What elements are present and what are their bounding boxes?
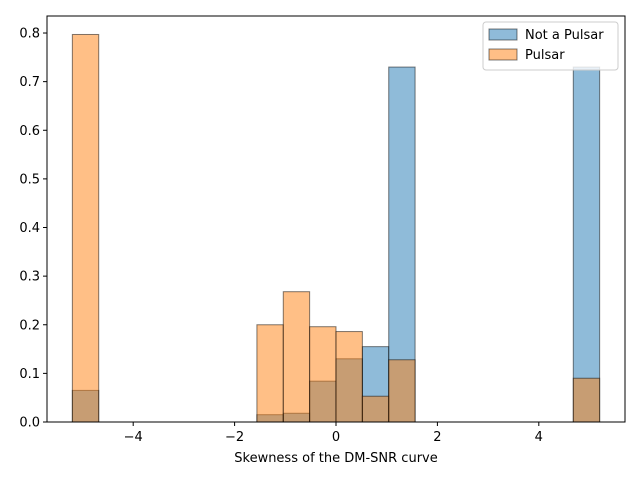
bar-pulsar-7	[572, 377, 601, 423]
bar-pulsar-6	[388, 359, 416, 423]
y-tick-label: 0.0	[19, 416, 40, 431]
x-tick-label: 4	[535, 430, 543, 445]
y-tick-label: 0.7	[19, 75, 40, 90]
bar-pulsar-1	[256, 324, 284, 423]
x-tick-label: 2	[433, 430, 441, 445]
x-tick-label: −4	[124, 430, 143, 445]
bars-layer	[71, 33, 601, 423]
bar-pulsar-0	[71, 33, 100, 423]
y-tick-label: 0.6	[19, 124, 40, 139]
x-tick-label: −2	[225, 430, 244, 445]
y-tick-label: 0.2	[19, 318, 40, 333]
x-axis-ticks: −4 −2 0 2 4	[124, 422, 543, 445]
legend-swatch	[488, 48, 518, 61]
bar-pulsar-4	[335, 331, 363, 423]
x-axis-label: Skewness of the DM-SNR curve	[234, 451, 437, 466]
y-tick-label: 0.4	[19, 221, 40, 236]
bar-not-a-pulsar-7	[572, 66, 601, 423]
y-tick-label: 0.1	[19, 367, 40, 382]
bar-pulsar-5	[361, 395, 390, 423]
y-tick-label: 0.8	[19, 27, 40, 42]
legend: Not a Pulsar Pulsar	[482, 21, 619, 71]
bar-pulsar-3	[309, 326, 337, 423]
y-tick-label: 0.3	[19, 270, 40, 285]
legend-swatch	[488, 28, 518, 41]
y-tick-label: 0.5	[19, 172, 40, 187]
y-axis-ticks: 0.0 0.1 0.2 0.3 0.4 0.5 0.6 0.7 0.8	[19, 27, 47, 431]
x-tick-label: 0	[332, 430, 340, 445]
legend-entry-label: Not a Pulsar	[525, 28, 604, 43]
legend-entry-label: Pulsar	[525, 48, 565, 63]
bar-pulsar-2	[282, 291, 311, 423]
